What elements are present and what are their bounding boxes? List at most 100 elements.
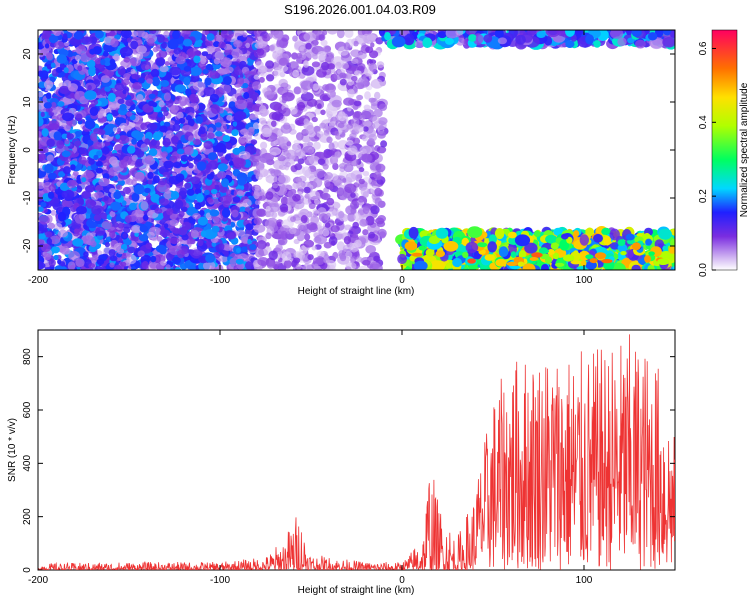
heatmap-cell: [183, 76, 191, 86]
heatmap-cell: [207, 152, 218, 161]
heatmap-cell: [321, 192, 331, 201]
heatmap-cell: [147, 179, 153, 185]
heatmap-cell: [369, 263, 383, 270]
heatmap-cell: [172, 30, 180, 40]
heatmap-cell: [307, 149, 313, 155]
heatmap-cell: [159, 125, 168, 133]
heatmap-cell: [369, 62, 377, 72]
heatmap-cell: [60, 266, 68, 270]
heatmap-cell: [89, 48, 96, 55]
figure-title: S196.2026.001.04.03.R09: [284, 2, 436, 17]
heatmap-cell: [258, 105, 267, 114]
heatmap-cell: [147, 37, 155, 45]
heatmap-cell: [163, 121, 171, 127]
heatmap-cell: [111, 159, 121, 167]
heatmap-cell: [104, 242, 110, 248]
heatmap-cell: [51, 246, 60, 254]
heatmap-cell: [344, 224, 352, 231]
heatmap-cell: [280, 124, 292, 134]
heatmap-cell: [303, 186, 311, 194]
heatmap-cell: [249, 244, 257, 250]
heatmap-cell: [336, 241, 345, 252]
heatmap-cell: [236, 262, 245, 270]
heatmap-cell: [249, 113, 259, 121]
heatmap-cell: [213, 41, 220, 48]
heatmap-cell: [122, 89, 127, 95]
heatmap-cell: [162, 137, 171, 148]
heatmap-cell: [354, 111, 360, 119]
heatmap-cell: [44, 175, 50, 181]
heatmap-cell: [372, 116, 380, 124]
heatmap-cell: [276, 221, 282, 228]
heatmap-cell: [88, 66, 96, 77]
heatmap-cell: [376, 146, 387, 154]
heatmap-cell: [176, 148, 185, 155]
heatmap-cell: [313, 168, 326, 179]
heatmap-cell: [117, 222, 125, 229]
heatmap-cell: [245, 42, 250, 49]
heatmap-cell: [347, 212, 356, 222]
heatmap-cell: [62, 199, 73, 208]
heatmap-cell: [94, 68, 100, 74]
heatmap-cell: [380, 140, 388, 148]
heatmap-cell: [247, 239, 252, 245]
heatmap-cell: [257, 257, 270, 266]
heatmap-cell: [172, 123, 181, 132]
heatmap-cell: [86, 59, 96, 69]
heatmap-cell: [49, 34, 59, 44]
heatmap-cell: [158, 245, 167, 255]
heatmap-cell: [192, 81, 206, 91]
heatmap-cell: [280, 230, 288, 240]
heatmap-cell: [70, 164, 76, 171]
heatmap-cell: [175, 56, 186, 65]
heatmap-cell: [297, 101, 306, 111]
heatmap-cell: [338, 210, 345, 219]
heatmap-cell: [256, 240, 267, 250]
heatmap-cell: [58, 171, 66, 178]
heatmap-cell: [231, 48, 243, 59]
heatmap-cell: [294, 41, 306, 52]
heatmap-cell: [305, 42, 312, 50]
heatmap-cell: [108, 249, 116, 257]
heatmap-cell: [56, 140, 64, 149]
heatmap-cell: [40, 111, 45, 118]
heatmap-cell: [45, 107, 53, 113]
heatmap-cell: [102, 50, 109, 57]
heatmap-cell: [303, 121, 314, 130]
heatmap-cell: [38, 233, 46, 240]
heatmap-cell: [128, 121, 136, 129]
heatmap-cell: [166, 208, 174, 216]
heatmap-cell: [123, 226, 131, 234]
heatmap-cell: [110, 201, 122, 211]
heatmap-cell: [332, 251, 339, 260]
heatmap-cell: [358, 195, 365, 203]
heatmap-cell: [144, 138, 151, 145]
heatmap-cell: [60, 245, 70, 255]
heatmap-cell: [273, 67, 281, 77]
heatmap-cell: [292, 35, 298, 42]
heatmap-cell: [362, 229, 369, 236]
heatmap-cell: [175, 173, 185, 182]
heatmap-cell: [253, 30, 263, 37]
heatmap-cell: [164, 61, 170, 67]
heatmap-cell: [205, 40, 213, 47]
heatmap-cell: [183, 65, 192, 72]
heatmap-cell: [228, 231, 236, 239]
heatmap-cell: [315, 256, 325, 265]
heatmap-cell: [65, 218, 72, 225]
heatmap-cell: [44, 163, 54, 174]
heatmap-cell: [272, 183, 278, 189]
heatmap-cell: [258, 76, 265, 83]
heatmap-cell: [163, 109, 169, 117]
heatmap-cell: [342, 178, 347, 183]
heatmap-cell: [236, 229, 246, 237]
heatmap-cell: [374, 197, 383, 207]
heatmap-cell: [378, 117, 388, 126]
heatmap-cell: [136, 45, 148, 54]
heatmap-cell: [368, 231, 376, 239]
heatmap-cell: [311, 61, 320, 68]
heatmap-cell: [95, 167, 104, 174]
heatmap-cell: [77, 197, 84, 205]
heatmap-cell: [297, 158, 305, 165]
heatmap-cell: [74, 214, 85, 224]
